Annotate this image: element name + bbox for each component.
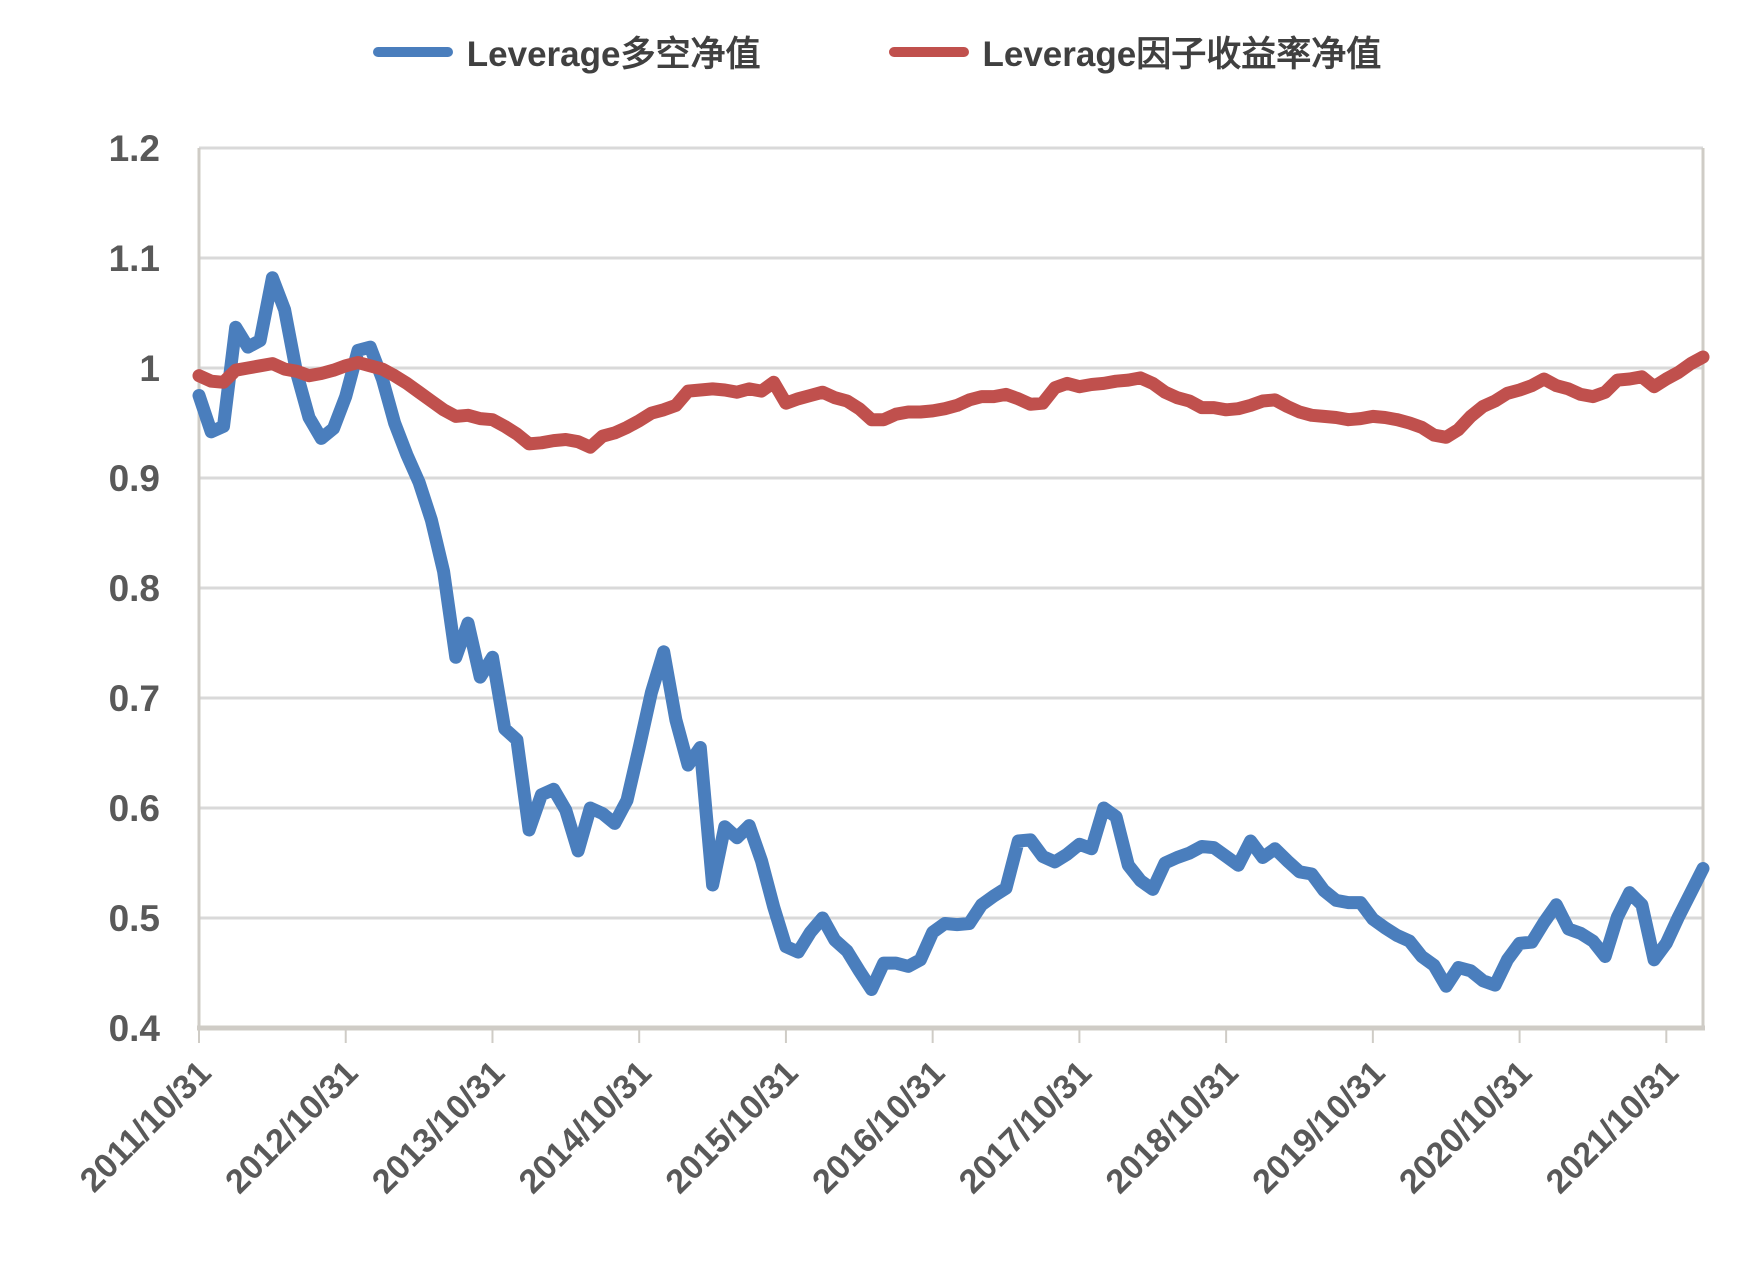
y-axis-tick-label: 1.2 [109, 128, 160, 169]
legend-label-long-short: Leverage多空净值 [466, 35, 761, 74]
legend-line-red-icon [888, 46, 969, 57]
legend-item-long-short[interactable]: Leverage多空净值 [372, 26, 761, 77]
x-axis-tick-label: 2011/10/31 [73, 1054, 219, 1200]
x-axis-tick-label: 2014/10/31 [512, 1054, 659, 1201]
x-axis-tick-label: 2017/10/31 [952, 1054, 1099, 1201]
y-axis-tick-label: 0.7 [109, 678, 160, 719]
series-line-long-short[interactable] [192, 271, 1710, 996]
series-line-factor-return[interactable] [192, 350, 1710, 454]
y-axis-tick-label: 1 [139, 348, 160, 389]
y-axis-tick-label: 0.6 [109, 788, 160, 829]
x-axis-tick-label: 2015/10/31 [658, 1054, 805, 1201]
y-axis-tick-label: 0.4 [109, 1008, 161, 1049]
x-axis-tick-label: 2019/10/31 [1245, 1054, 1392, 1201]
legend-label-factor-return: Leverage因子收益率净值 [982, 35, 1382, 74]
x-axis-tick-label: 2016/10/31 [805, 1054, 952, 1201]
x-axis-tick-label: 2021/10/31 [1539, 1054, 1686, 1201]
y-axis-tick-label: 0.9 [109, 458, 160, 499]
x-axis-tick-label: 2018/10/31 [1099, 1054, 1246, 1201]
chart-legend: Leverage多空净值 Leverage因子收益率净值 [0, 26, 1754, 77]
x-axis-tick-label: 2020/10/31 [1392, 1054, 1539, 1201]
y-axis-tick-label: 1.1 [109, 238, 160, 279]
legend-line-blue-icon [372, 46, 453, 57]
y-axis-tick-label: 0.5 [109, 898, 160, 939]
y-axis-tick-label: 0.8 [109, 568, 160, 609]
x-axis-tick-label: 2012/10/31 [218, 1054, 365, 1201]
x-axis-tick-label: 2013/10/31 [365, 1054, 512, 1201]
legend-item-factor-return[interactable]: Leverage因子收益率净值 [888, 26, 1382, 77]
